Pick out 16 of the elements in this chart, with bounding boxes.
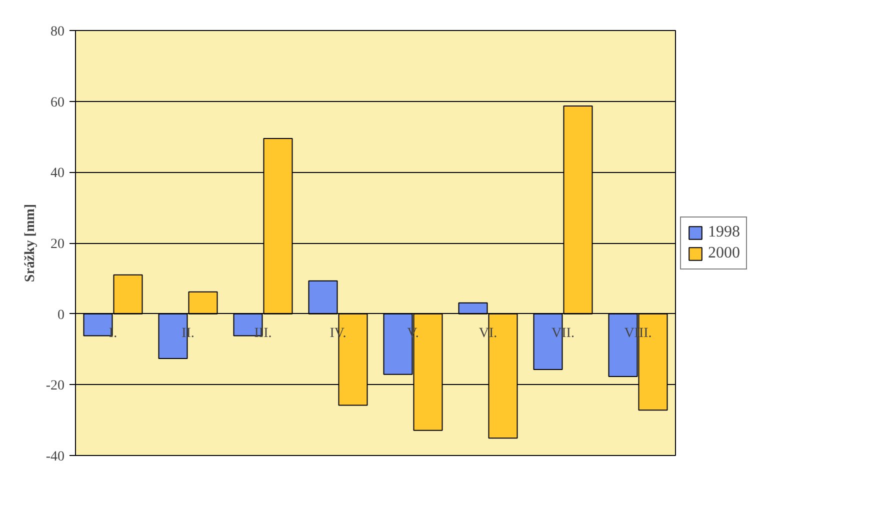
x-tick-label: II. (182, 326, 194, 341)
x-tick-label: V. (407, 326, 419, 341)
x-tick-label: VII. (552, 326, 574, 341)
x-tick-label: VIII. (624, 326, 652, 341)
y-tick-label: 0 (58, 308, 64, 323)
y-tick-label: 80 (50, 24, 64, 40)
legend-label: 1998 (708, 223, 740, 241)
y-tick-label: -20 (46, 378, 65, 394)
y-tick-label: 20 (50, 237, 64, 252)
legend-label: 2000 (708, 244, 740, 262)
y-tick-label: 40 (50, 166, 64, 182)
y-tick-label: 60 (50, 95, 64, 110)
x-tick-label: I. (108, 326, 118, 341)
y-tick-label: -40 (46, 450, 65, 464)
y-axis-title: Srážky [mm] (22, 204, 38, 282)
x-tick-label: III. (254, 326, 272, 341)
